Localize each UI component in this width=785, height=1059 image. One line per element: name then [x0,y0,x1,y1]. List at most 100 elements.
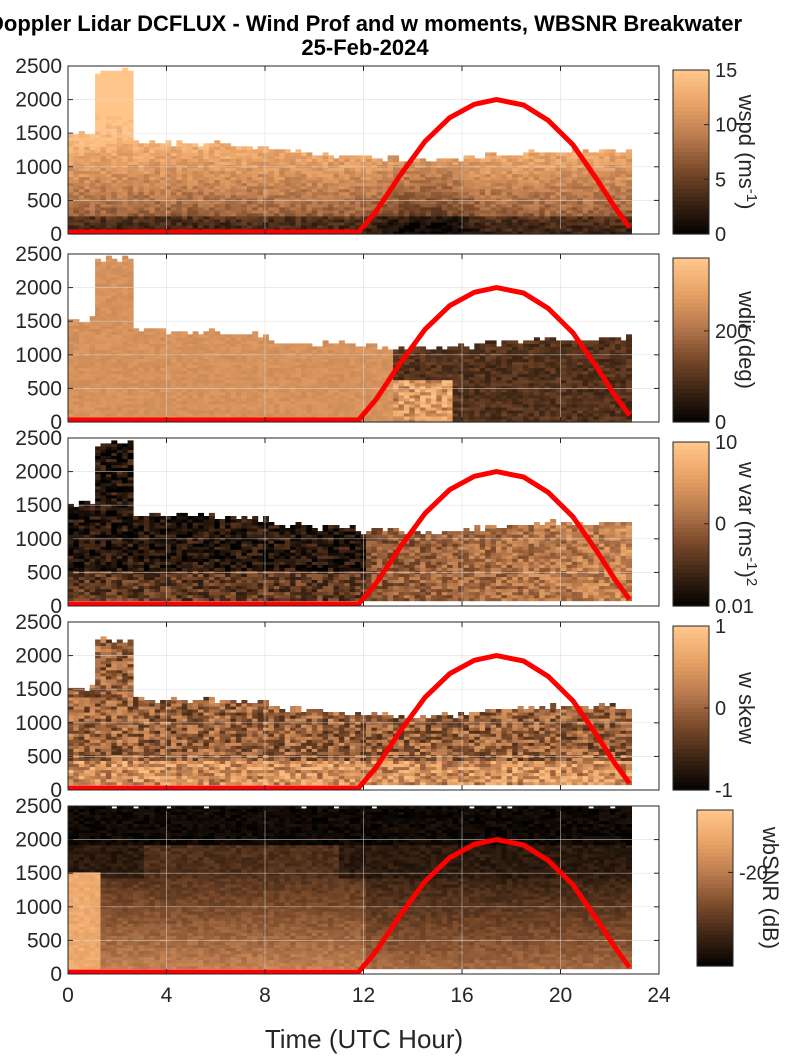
heatmap-cell [128,216,134,220]
heatmap-cell [117,304,123,308]
heatmap-cell [377,416,383,420]
heatmap-cell [160,152,166,156]
heatmap-cell [106,380,112,384]
heatmap-cell [339,155,345,159]
heatmap-cell [615,152,621,156]
heatmap-cell [252,404,258,408]
heatmap-cell [176,152,182,156]
heatmap-cell [111,71,117,75]
heatmap-cell [377,368,383,372]
heatmap-cell [426,216,432,220]
heatmap-cell [144,380,150,384]
heatmap-cell [73,168,79,172]
heatmap-cell [68,340,74,344]
heatmap-cell [187,192,193,196]
heatmap-cell [214,216,220,220]
heatmap-cell [604,168,610,172]
heatmap-cell [79,392,85,396]
heatmap-cell [111,128,117,132]
heatmap-cell [566,168,572,172]
heatmap-cell [382,161,388,165]
heatmap-cell [355,192,361,196]
y-tick-label: 2500 [15,55,62,78]
heatmap-cell [615,192,621,196]
heatmap-cell [404,192,410,196]
heatmap-cell [588,152,594,156]
heatmap-cell [225,392,231,396]
heatmap-cell [225,334,231,338]
heatmap-cell [90,192,96,196]
heatmap-cell [480,168,486,172]
heatmap-cell [317,368,323,372]
heatmap-cell [464,204,470,208]
heatmap-cell [409,168,415,172]
heatmap-cell [111,356,117,360]
heatmap-cell [149,152,155,156]
heatmap-cell [366,228,372,232]
heatmap-cell [128,368,134,372]
heatmap-cell [458,204,464,208]
heatmap-cell [377,228,383,232]
heatmap-cell [306,404,312,408]
heatmap-cell [111,316,117,320]
heatmap-cell [274,152,280,156]
heatmap-cell [296,204,302,208]
heatmap-cell [599,228,605,232]
heatmap-cell [95,180,101,184]
heatmap-cell [247,152,253,156]
heatmap-cell [176,380,182,384]
heatmap-cell [534,168,540,172]
heatmap-cell [128,168,134,172]
heatmap-cell [252,204,258,208]
heatmap-cell [431,168,437,172]
heatmap-cell [84,140,90,144]
heatmap-cell [377,349,383,353]
heatmap-cell [198,380,204,384]
heatmap-cell [247,380,253,384]
heatmap-cell [258,168,264,172]
heatmap-cell [106,316,112,320]
heatmap-cell [328,216,334,220]
heatmap-cell [274,356,280,360]
heatmap-cell [507,180,513,184]
heatmap-cell [101,262,107,266]
heatmap-cell [187,368,193,372]
heatmap-cell [187,152,193,156]
heatmap-cell [79,180,85,184]
heatmap-cell [90,140,96,144]
heatmap-cell [377,380,383,384]
heatmap-cell [198,146,204,150]
heatmap-cell [198,392,204,396]
heatmap-cell [577,204,583,208]
heatmap-cell [350,343,356,347]
heatmap-cell [599,204,605,208]
heatmap-cell [176,168,182,172]
heatmap-2 [68,256,632,423]
heatmap-cell [496,155,502,159]
heatmap-cell [225,404,231,408]
colorbar-segment [673,218,709,223]
heatmap-cell [572,228,578,232]
heatmap-cell [111,192,117,196]
heatmap-cell [187,380,193,384]
heatmap-cell [106,204,112,208]
heatmap-cell [198,368,204,372]
heatmap-cell [90,168,96,172]
heatmap-cell [68,134,74,138]
heatmap-cell [518,168,524,172]
heatmap-cell [626,180,632,184]
heatmap-cell [252,192,258,196]
heatmap-cell [95,152,101,156]
heatmap-cell [610,228,616,232]
heatmap-cell [274,149,280,153]
heatmap-cell [182,368,188,372]
heatmap-cell [274,204,280,208]
heatmap-cell [296,343,302,347]
heatmap-cell [236,168,242,172]
heatmap-cell [122,340,128,344]
heatmap-cell [111,152,117,156]
heatmap-cell [599,216,605,220]
heatmap-cell [241,392,247,396]
heatmap-cell [285,168,291,172]
heatmap-cell [545,180,551,184]
